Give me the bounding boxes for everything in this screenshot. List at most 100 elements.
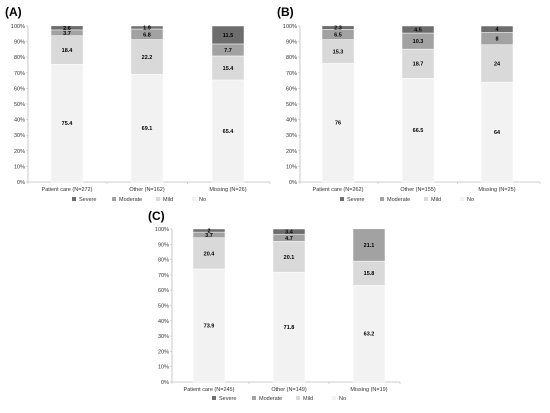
legend-swatch-mild [424, 197, 428, 201]
legend-label-moderate: Moderate [119, 197, 142, 203]
data-label-severe: 2.6 [63, 26, 71, 32]
data-label-moderate: 3.7 [63, 31, 71, 37]
bar-segment-mild [192, 237, 226, 270]
bar-segment-severe [480, 25, 514, 33]
y-tick-label: 20% [286, 149, 297, 155]
legend-swatch-no [332, 396, 336, 400]
category-label: Other (N=149) [271, 387, 306, 393]
legend-label-no: No [199, 197, 206, 203]
legend-swatch-severe [72, 197, 76, 201]
legend-swatch-moderate [112, 197, 116, 201]
data-label-severe: 2 [207, 229, 210, 235]
y-tick-label: 30% [158, 334, 169, 340]
legend-swatch-no [460, 197, 464, 201]
data-label-mild: 18.4 [62, 48, 74, 54]
data-label-mild: 24 [494, 61, 501, 67]
y-tick-label: 70% [158, 273, 169, 279]
panel-label-a: (A) [5, 5, 22, 19]
category-label: Patient care (N=272) [42, 187, 93, 193]
data-label-no: 75.4 [62, 121, 74, 127]
legend-swatch-mild [156, 197, 160, 201]
y-tick-label: 90% [286, 40, 297, 46]
category-label: Other (N=155) [400, 187, 435, 193]
data-label-moderate: 8 [495, 36, 498, 42]
y-tick-label: 0% [289, 180, 297, 186]
y-tick-label: 40% [158, 319, 169, 325]
panel-b: (B) 0% 10% 20% 30% 40% 50% 60% 70% 80% 90% 100% 76 1… [277, 5, 541, 203]
y-tick-label: 20% [14, 149, 25, 155]
data-label-no: 73.9 [204, 323, 215, 329]
legend-label-severe: Severe [347, 197, 364, 203]
data-label-severe: 3.4 [285, 230, 294, 236]
legend-swatch-severe [212, 396, 216, 400]
panel-c: (C) 0% 10% 20% 30% 40% 50% 60% 70% 80% 90% 100% 73.… [148, 209, 401, 402]
y-tick-label: 100% [283, 24, 297, 30]
data-label-mild: 20.1 [284, 255, 295, 261]
data-label-mild: 18.7 [413, 62, 424, 68]
bar-segment-severe [401, 25, 435, 34]
data-label-no: 64 [494, 130, 501, 136]
data-label-no: 65.4 [223, 129, 235, 135]
category-label: Patient care (N=262) [313, 187, 364, 193]
category-label: Patient care (N=245) [184, 387, 235, 393]
data-label-no: 66.5 [413, 128, 424, 134]
bar-segment-mild [352, 260, 386, 286]
y-tick-label: 0% [161, 380, 169, 386]
legend-label-moderate: Moderate [259, 396, 282, 402]
bar-segment-severe [272, 228, 306, 235]
bar-segment-mild [480, 44, 514, 83]
legend-swatch-moderate [252, 396, 256, 400]
bar-segment-no [50, 64, 84, 183]
y-tick-label: 100% [155, 227, 169, 233]
y-tick-label: 80% [14, 55, 25, 61]
y-tick-label: 50% [158, 304, 169, 310]
category-label: Missing (N=26) [209, 187, 246, 193]
bar-segment-severe [130, 25, 164, 30]
y-tick-label: 40% [286, 118, 297, 124]
panel-label-c: (C) [148, 209, 165, 223]
legend-label-mild: Mild [431, 197, 441, 203]
bar-segment-severe [211, 25, 245, 45]
y-tick-label: 10% [14, 164, 25, 170]
data-label-moderate: 21.1 [364, 243, 375, 249]
bar-segment-mild [272, 241, 306, 273]
bar-segment-severe [321, 25, 355, 30]
panel-label-b: (B) [277, 5, 294, 19]
legend-label-mild: Mild [163, 197, 173, 203]
legend-label-no: No [467, 197, 474, 203]
bar-segment-no [480, 81, 514, 183]
category-label: Missing (N=25) [478, 187, 515, 193]
y-tick-label: 30% [286, 133, 297, 139]
data-label-no: 71.8 [284, 325, 295, 331]
data-label-no: 76 [335, 121, 341, 127]
data-label-severe: 4 [495, 27, 499, 33]
data-label-no: 63.2 [364, 332, 375, 338]
y-tick-label: 90% [158, 242, 169, 248]
category-label: Missing (N=19) [350, 387, 387, 393]
y-tick-label: 60% [158, 288, 169, 294]
bar-segment-moderate [352, 228, 386, 262]
bar-segment-severe [192, 228, 226, 233]
y-tick-label: 70% [286, 71, 297, 77]
data-label-mild: 20.4 [204, 251, 216, 257]
y-tick-label: 90% [14, 40, 25, 46]
bar-segment-severe [50, 25, 84, 31]
y-tick-label: 50% [286, 102, 297, 108]
legend-label-no: No [339, 396, 346, 402]
legend-swatch-no [192, 197, 196, 201]
bar-segment-mild [130, 39, 164, 75]
category-label: Other (N=162) [129, 187, 164, 193]
data-label-moderate: 7.7 [224, 48, 232, 54]
data-label-severe: 2.3 [334, 26, 342, 32]
data-label-moderate: 4.7 [285, 236, 293, 242]
y-tick-label: 40% [14, 118, 25, 124]
legend-label-severe: Severe [79, 197, 96, 203]
y-tick-label: 20% [158, 349, 169, 355]
y-tick-label: 60% [14, 86, 25, 92]
y-tick-label: 100% [11, 24, 25, 30]
data-label-severe: 4.5 [414, 28, 422, 34]
panel-a: (A) 0% 10% 20% 30% 40% 50% 60% 70% 80% 90% 100% 75.… [5, 5, 271, 203]
legend-label-moderate: Moderate [387, 197, 410, 203]
bar-segment-no [211, 79, 245, 183]
data-label-mild: 15.4 [223, 66, 235, 72]
